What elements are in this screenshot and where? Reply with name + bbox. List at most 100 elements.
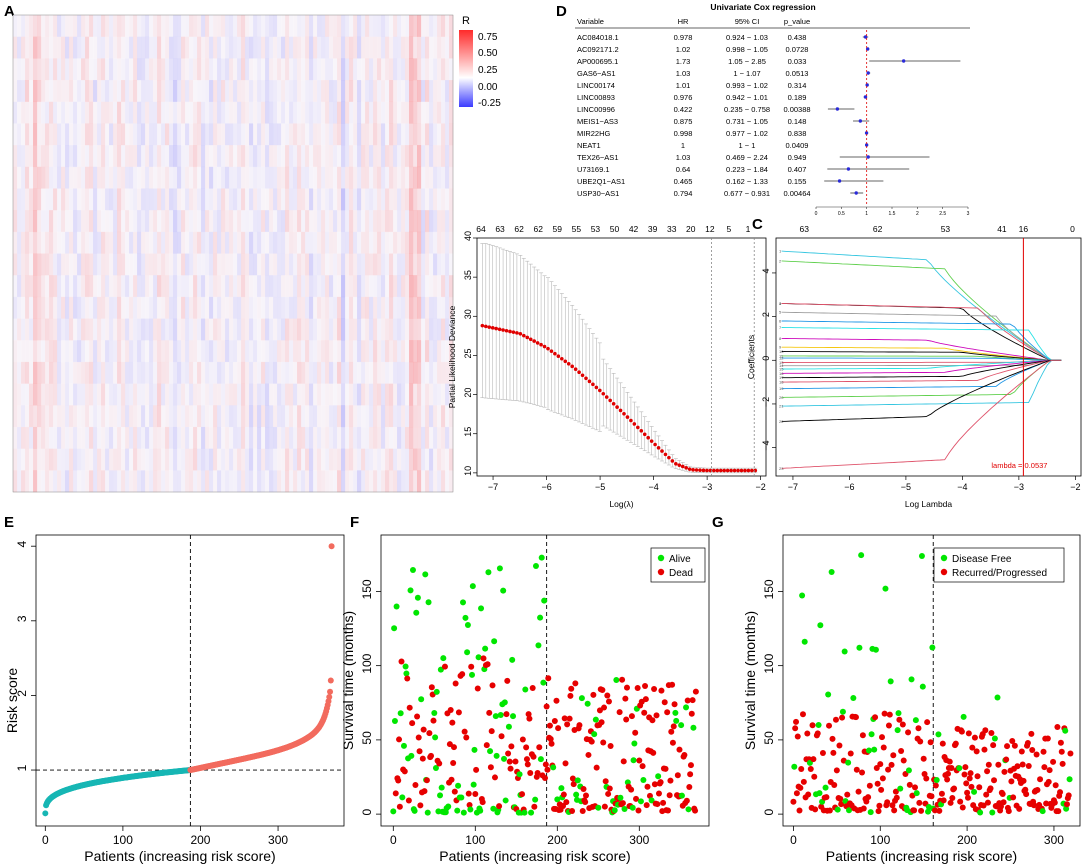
cv-mean-point (611, 401, 616, 406)
censored-point (989, 809, 996, 816)
heatmap-cell (57, 296, 62, 319)
heatmap-cell (333, 145, 338, 168)
heatmap-cell (253, 405, 258, 428)
heatmap-cell (205, 296, 210, 319)
censored-point (971, 788, 978, 795)
heatmap-cell (145, 58, 150, 81)
heatmap-cell (285, 426, 290, 449)
legend-label-a: Alive (669, 554, 691, 565)
forest-variable-label: U73169.1 (577, 165, 610, 174)
heatmap-cell (113, 145, 118, 168)
heatmap-cell (93, 296, 98, 319)
heatmap-cell (133, 253, 138, 276)
event-point (564, 721, 571, 728)
heatmap-cell (145, 166, 150, 189)
heatmap-cell (245, 383, 250, 406)
heatmap-cell (33, 275, 38, 298)
heatmap-cell (25, 231, 30, 254)
event-point (569, 807, 576, 814)
heatmap-cell (329, 318, 334, 341)
cv-mean-point (732, 468, 737, 473)
heatmap-cell (413, 253, 418, 276)
coef-path (781, 311, 1062, 361)
x-tick-label: 300 (1044, 833, 1064, 847)
heatmap-cell (309, 405, 314, 428)
censored-point (574, 777, 581, 784)
censored-point (858, 552, 865, 559)
heatmap-cell (77, 145, 82, 168)
heatmap-cell (413, 383, 418, 406)
heatmap-cell (81, 340, 86, 363)
heatmap-cell (117, 145, 122, 168)
heatmap-cell (417, 188, 422, 211)
event-point (809, 722, 816, 729)
heatmap-cell (209, 58, 214, 81)
cv-mean-point (494, 326, 498, 331)
heatmap-cell (325, 80, 330, 103)
heatmap-cell (329, 448, 334, 471)
heatmap-cell (409, 166, 414, 189)
heatmap-cell (53, 188, 58, 211)
heatmap-cell (389, 383, 394, 406)
coef-path (781, 359, 1062, 407)
event-point (452, 680, 459, 687)
heatmap-cell (41, 101, 46, 124)
legend-swatch-b (940, 568, 948, 576)
event-point (605, 698, 612, 705)
heatmap-cell (433, 58, 438, 81)
heatmap-cell (97, 101, 102, 124)
heatmap-cell (69, 231, 74, 254)
x-axis-label: Log(λ) (609, 499, 633, 509)
event-point (642, 696, 649, 703)
heatmap-cell (441, 426, 446, 449)
heatmap-cell (381, 101, 386, 124)
heatmap-cell (405, 15, 410, 37)
event-point (649, 717, 656, 724)
heatmap-cell (333, 231, 338, 254)
heatmap-cell (49, 426, 54, 449)
heatmap-cell (397, 296, 402, 319)
heatmap-cell (85, 210, 90, 233)
heatmap-cell (57, 318, 62, 341)
heatmap-cell (353, 340, 358, 363)
heatmap-cell (425, 275, 430, 298)
heatmap-cell (205, 210, 210, 233)
heatmap-cell (73, 188, 78, 211)
heatmap-cell (17, 188, 22, 211)
heatmap-cell (385, 405, 390, 428)
heatmap-cell (357, 188, 362, 211)
heatmap-cell (173, 426, 178, 449)
heatmap-cell (253, 36, 258, 59)
heatmap-cell (245, 426, 250, 449)
heatmap-cell (53, 426, 58, 449)
heatmap-cell (281, 383, 286, 406)
heatmap-cell (365, 145, 370, 168)
event-point (650, 749, 657, 756)
event-point (546, 722, 553, 729)
coef-path-index: 12 (779, 356, 784, 361)
heatmap-cell (341, 405, 346, 428)
heatmap-cell (141, 426, 146, 449)
event-point (987, 785, 994, 792)
heatmap-cell (285, 123, 290, 146)
heatmap-cell (69, 166, 74, 189)
forest-hr-point (846, 167, 851, 171)
heatmap-cell (397, 101, 402, 124)
event-point (449, 719, 456, 726)
cv-mean-point (535, 341, 540, 345)
event-point (683, 797, 690, 804)
heatmap-cell (297, 275, 302, 298)
heatmap-cell (101, 470, 106, 493)
event-point (551, 718, 558, 725)
heatmap-cell (293, 426, 298, 449)
heatmap-cell (297, 15, 302, 37)
censored-point (592, 716, 599, 723)
heatmap-cell (273, 340, 278, 363)
censored-point (505, 723, 512, 730)
heatmap-cell (33, 15, 38, 37)
heatmap-cell (81, 405, 86, 428)
heatmap-cell (297, 405, 302, 428)
heatmap-cell (321, 340, 326, 363)
heatmap-cell (109, 101, 114, 124)
heatmap-cell (41, 340, 46, 363)
